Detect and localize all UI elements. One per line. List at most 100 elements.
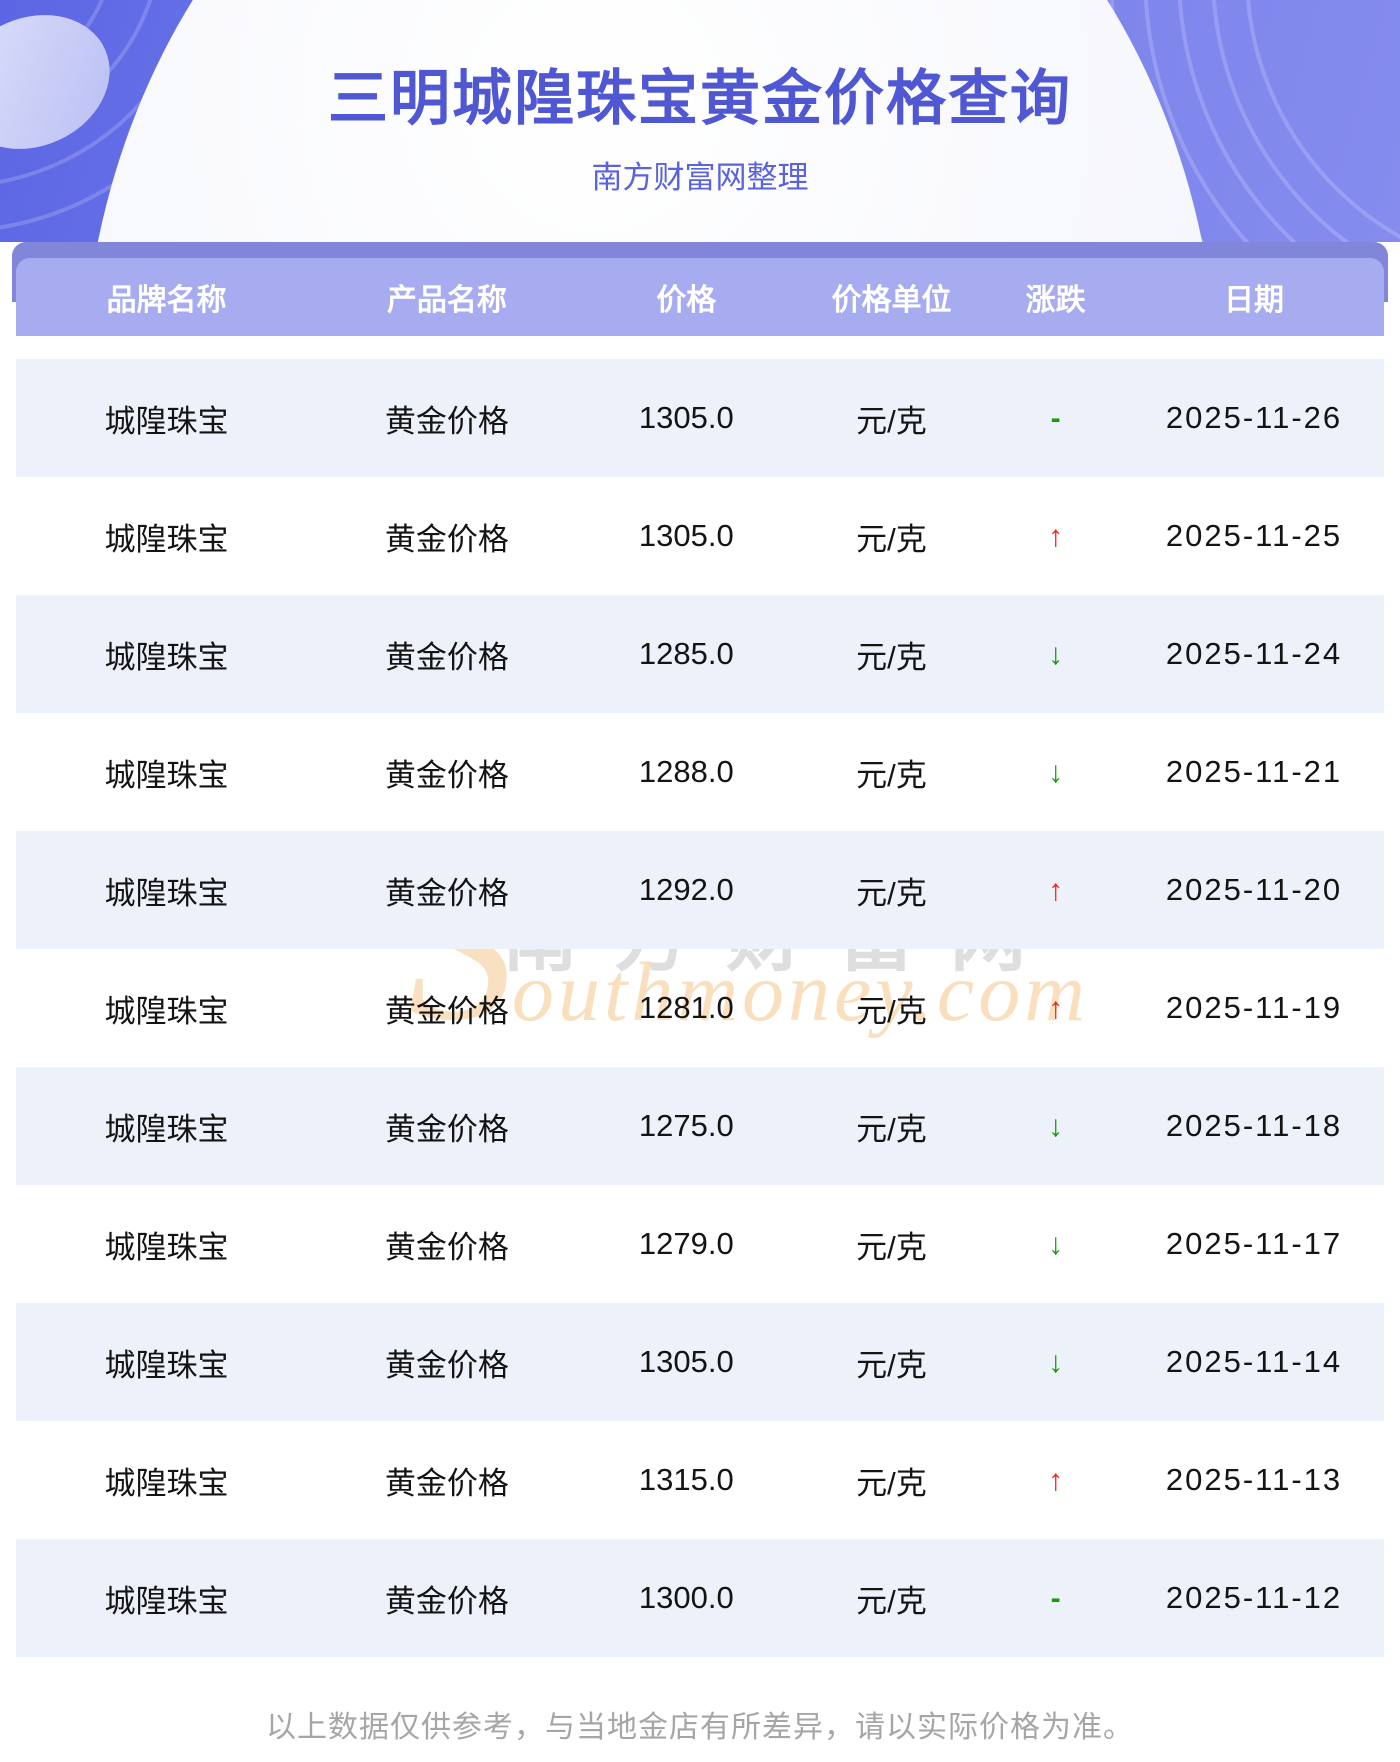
- column-header-price: 价格: [656, 284, 717, 317]
- product-cell: 黄金价格: [384, 1465, 509, 1501]
- brand-cell: 城隍珠宝: [104, 1111, 229, 1147]
- date-cell: 2025-11-14: [1165, 1344, 1343, 1379]
- price-table: 品牌名称 产品名称 价格 价格单位 涨跌 日期 城隍珠宝 黄金价格 1305.0…: [16, 258, 1384, 1657]
- change-cell: ↓: [987, 1344, 1124, 1380]
- change-cell: ↓: [987, 1108, 1124, 1144]
- product-cell: 黄金价格: [384, 1229, 509, 1265]
- price-cell: 1300.0: [638, 1580, 734, 1615]
- date-cell: 2025-11-18: [1165, 1108, 1343, 1143]
- change-cell: ↓: [987, 1226, 1124, 1262]
- price-cell: 1292.0: [638, 872, 734, 907]
- brand-cell: 城隍珠宝: [104, 1465, 229, 1501]
- column-header-product: 产品名称: [386, 284, 507, 317]
- change-cell: -: [987, 1580, 1124, 1616]
- table-body: 城隍珠宝 黄金价格 1305.0 元/克 - 2025-11-26 城隍珠宝 黄…: [16, 359, 1384, 1657]
- product-cell: 黄金价格: [384, 1111, 509, 1147]
- change-cell: ↓: [987, 754, 1124, 790]
- column-header-date: 日期: [1224, 284, 1284, 317]
- change-cell: -: [987, 400, 1124, 436]
- price-cell: 1275.0: [638, 1108, 734, 1143]
- table-row: 城隍珠宝 黄金价格 1288.0 元/克 ↓ 2025-11-21: [16, 713, 1384, 831]
- brand-cell: 城隍珠宝: [104, 639, 229, 675]
- price-cell: 1305.0: [638, 1344, 734, 1379]
- price-cell: 1305.0: [638, 518, 734, 553]
- brand-cell: 城隍珠宝: [104, 1347, 229, 1383]
- change-arrow-icon: -: [1050, 1582, 1061, 1615]
- change-cell: ↑: [987, 872, 1124, 908]
- unit-cell: 元/克: [856, 757, 927, 793]
- change-cell: ↑: [987, 518, 1124, 554]
- product-cell: 黄金价格: [384, 521, 509, 557]
- product-cell: 黄金价格: [384, 993, 509, 1029]
- table-row: 城隍珠宝 黄金价格 1305.0 元/克 - 2025-11-26: [16, 359, 1384, 477]
- change-arrow-icon: ↓: [1048, 638, 1064, 671]
- unit-cell: 元/克: [856, 1347, 927, 1383]
- date-cell: 2025-11-26: [1165, 400, 1343, 435]
- product-cell: 黄金价格: [384, 639, 509, 675]
- change-arrow-icon: ↓: [1048, 1110, 1064, 1143]
- table-row: 城隍珠宝 黄金价格 1305.0 元/克 ↑ 2025-11-25: [16, 477, 1384, 595]
- table-row: 城隍珠宝 黄金价格 1315.0 元/克 ↑ 2025-11-13: [16, 1421, 1384, 1539]
- unit-cell: 元/克: [856, 1111, 927, 1147]
- unit-cell: 元/克: [856, 1583, 927, 1619]
- table-row: 城隍珠宝 黄金价格 1279.0 元/克 ↓ 2025-11-17: [16, 1185, 1384, 1303]
- unit-cell: 元/克: [856, 403, 927, 439]
- white-ellipse-decoration: [82, 0, 1218, 242]
- change-arrow-icon: ↑: [1048, 992, 1064, 1025]
- product-cell: 黄金价格: [384, 757, 509, 793]
- brand-cell: 城隍珠宝: [104, 993, 229, 1029]
- unit-cell: 元/克: [856, 875, 927, 911]
- date-cell: 2025-11-21: [1165, 754, 1343, 789]
- date-cell: 2025-11-25: [1165, 518, 1343, 553]
- column-header-brand: 品牌名称: [106, 284, 227, 317]
- column-header-unit: 价格单位: [831, 284, 952, 317]
- brand-cell: 城隍珠宝: [104, 1583, 229, 1619]
- change-cell: ↑: [987, 1462, 1124, 1498]
- hero-header: 三明城隍珠宝黄金价格查询 南方财富网整理: [0, 0, 1400, 242]
- change-arrow-icon: ↑: [1048, 874, 1064, 907]
- date-cell: 2025-11-12: [1165, 1580, 1343, 1615]
- product-cell: 黄金价格: [384, 1347, 509, 1383]
- table-row: 城隍珠宝 黄金价格 1300.0 元/克 - 2025-11-12: [16, 1539, 1384, 1657]
- change-arrow-icon: ↓: [1048, 756, 1064, 789]
- change-arrow-icon: -: [1050, 402, 1061, 435]
- change-arrow-icon: ↓: [1048, 1346, 1064, 1379]
- brand-cell: 城隍珠宝: [104, 403, 229, 439]
- table-row: 城隍珠宝 黄金价格 1292.0 元/克 ↑ 2025-11-20: [16, 831, 1384, 949]
- brand-cell: 城隍珠宝: [104, 875, 229, 911]
- date-cell: 2025-11-20: [1165, 872, 1343, 907]
- table-row: 城隍珠宝 黄金价格 1281.0 元/克 ↑ 2025-11-19: [16, 949, 1384, 1067]
- price-cell: 1279.0: [638, 1226, 734, 1261]
- change-arrow-icon: ↑: [1048, 1464, 1064, 1497]
- date-cell: 2025-11-19: [1165, 990, 1343, 1025]
- table-row: 城隍珠宝 黄金价格 1285.0 元/克 ↓ 2025-11-24: [16, 595, 1384, 713]
- change-arrow-icon: ↓: [1048, 1228, 1064, 1261]
- product-cell: 黄金价格: [384, 403, 509, 439]
- page-title: 三明城隍珠宝黄金价格查询: [328, 65, 1072, 132]
- product-cell: 黄金价格: [384, 875, 509, 911]
- page-subtitle: 南方财富网整理: [591, 160, 809, 195]
- brand-cell: 城隍珠宝: [104, 1229, 229, 1265]
- table-row: 城隍珠宝 黄金价格 1305.0 元/克 ↓ 2025-11-14: [16, 1303, 1384, 1421]
- unit-cell: 元/克: [856, 521, 927, 557]
- unit-cell: 元/克: [856, 639, 927, 675]
- table-row: 城隍珠宝 黄金价格 1275.0 元/克 ↓ 2025-11-18: [16, 1067, 1384, 1185]
- change-cell: ↓: [987, 636, 1124, 672]
- price-cell: 1305.0: [638, 400, 734, 435]
- change-cell: ↑: [987, 990, 1124, 1026]
- price-cell: 1285.0: [638, 636, 734, 671]
- change-arrow-icon: ↑: [1048, 520, 1064, 553]
- date-cell: 2025-11-24: [1165, 636, 1343, 671]
- column-header-change: 涨跌: [1025, 284, 1086, 317]
- table-header-row: 品牌名称 产品名称 价格 价格单位 涨跌 日期: [16, 258, 1384, 336]
- unit-cell: 元/克: [856, 1229, 927, 1265]
- price-cell: 1288.0: [638, 754, 734, 789]
- price-cell: 1281.0: [638, 990, 734, 1025]
- brand-cell: 城隍珠宝: [104, 521, 229, 557]
- unit-cell: 元/克: [856, 993, 927, 1029]
- disclaimer-note: 以上数据仅供参考，与当地金店有所差异，请以实际价格为准。: [266, 1711, 1134, 1744]
- product-cell: 黄金价格: [384, 1583, 509, 1619]
- date-cell: 2025-11-17: [1165, 1226, 1343, 1261]
- date-cell: 2025-11-13: [1165, 1462, 1343, 1497]
